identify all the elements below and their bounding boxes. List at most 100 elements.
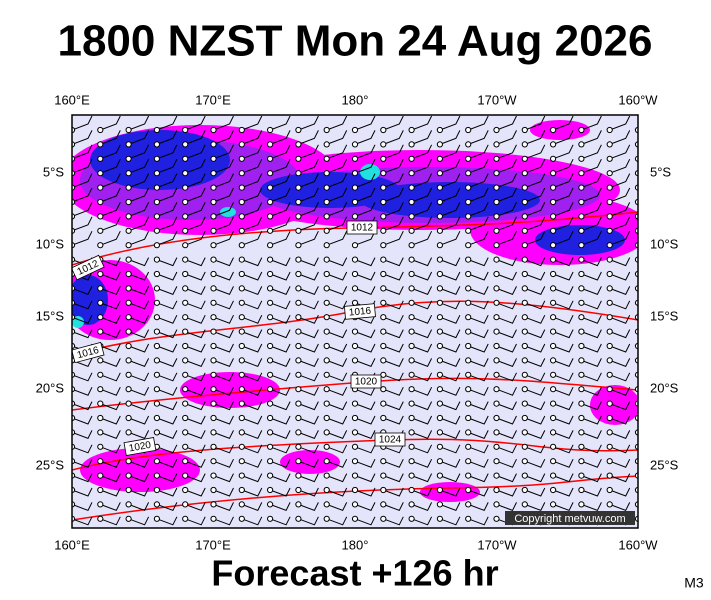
barb	[496, 216, 517, 232]
barb-station	[493, 328, 500, 335]
barb-station	[465, 270, 472, 278]
barb-station	[210, 285, 217, 292]
barb-station	[436, 270, 443, 278]
barb	[213, 300, 234, 310]
barb-station	[323, 155, 330, 162]
barb-station	[238, 414, 245, 422]
barb	[156, 271, 178, 281]
barb-station	[493, 458, 500, 465]
barb	[213, 158, 234, 174]
barb	[552, 314, 574, 324]
barb	[298, 257, 319, 267]
barb-station	[182, 227, 189, 234]
barb-station	[97, 141, 104, 148]
model-code: M3	[684, 575, 704, 591]
barb	[241, 516, 263, 526]
barb-station	[521, 155, 528, 162]
barb-station	[323, 170, 330, 177]
barb-station	[97, 443, 104, 450]
barb	[100, 502, 121, 512]
barb-station	[436, 414, 443, 422]
barb	[156, 230, 178, 246]
barb-station	[351, 213, 359, 220]
barb-station	[153, 299, 160, 306]
barb-station	[323, 342, 330, 350]
barb	[439, 487, 461, 497]
barb	[468, 444, 489, 454]
barb-station	[323, 371, 330, 378]
isobar-label-box	[374, 432, 406, 447]
barb	[241, 343, 263, 353]
barb-station	[97, 400, 104, 407]
barb-station	[606, 443, 613, 450]
barb	[100, 144, 121, 160]
barb	[269, 430, 291, 440]
barb	[326, 444, 348, 454]
barb	[383, 158, 404, 174]
barb	[496, 314, 517, 324]
barb-station	[153, 501, 160, 508]
barb-station	[267, 357, 274, 364]
barb	[383, 230, 404, 246]
barb-station	[465, 198, 472, 206]
barb	[128, 329, 150, 339]
barb-station	[578, 328, 585, 335]
barb-station	[238, 486, 245, 494]
barb-station	[521, 458, 528, 465]
barb-station	[323, 184, 330, 191]
barb-station	[606, 227, 613, 234]
barb-station	[465, 141, 472, 148]
barb	[439, 314, 461, 324]
barb-station	[521, 400, 528, 407]
barb-station	[578, 443, 585, 450]
barb-station	[578, 198, 585, 206]
barb	[552, 144, 574, 160]
barb	[326, 271, 348, 281]
barb	[128, 415, 150, 425]
barb-station	[238, 342, 245, 350]
barb-station	[267, 213, 274, 220]
barb	[72, 487, 93, 497]
barb-station	[408, 270, 415, 278]
barb-station	[493, 414, 500, 422]
barb	[468, 372, 489, 382]
barb	[72, 216, 93, 232]
barb-station	[182, 170, 189, 177]
barb	[185, 286, 206, 296]
barb-station	[465, 458, 472, 465]
barb-station	[521, 357, 528, 364]
barb	[439, 329, 461, 339]
barb-station	[210, 227, 217, 234]
barb	[524, 230, 546, 246]
barb	[411, 300, 433, 310]
barb	[298, 516, 319, 526]
barb	[185, 329, 206, 339]
barb	[468, 473, 489, 483]
barb-station	[380, 256, 387, 263]
barb	[156, 314, 178, 324]
barb	[552, 458, 574, 468]
barb	[637, 518, 638, 520]
barb	[411, 458, 433, 468]
barb-station	[97, 227, 104, 234]
barb	[269, 358, 291, 368]
barb-station	[153, 170, 160, 177]
barb	[185, 502, 206, 512]
barb-station	[238, 458, 245, 465]
barb	[496, 202, 517, 217]
barb	[354, 430, 376, 440]
barb-station	[606, 170, 613, 177]
barb	[383, 343, 404, 353]
barb-station	[153, 472, 160, 479]
barb-station	[436, 515, 443, 522]
barb	[609, 202, 631, 217]
barb-station	[323, 429, 330, 436]
barb-station	[408, 242, 415, 249]
barb	[213, 444, 234, 454]
barb	[524, 386, 546, 396]
barb	[241, 458, 263, 468]
barb	[185, 314, 206, 324]
barb	[524, 430, 546, 440]
barb	[581, 415, 602, 425]
barb	[552, 473, 574, 483]
